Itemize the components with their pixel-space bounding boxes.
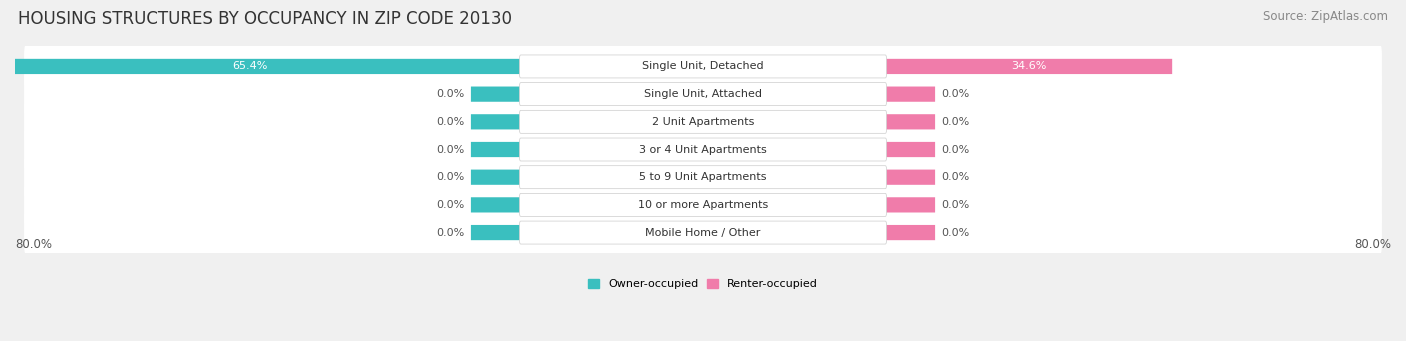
Text: 0.0%: 0.0% — [942, 145, 970, 154]
Text: 0.0%: 0.0% — [436, 117, 464, 127]
FancyBboxPatch shape — [471, 225, 520, 240]
Text: HOUSING STRUCTURES BY OCCUPANCY IN ZIP CODE 20130: HOUSING STRUCTURES BY OCCUPANCY IN ZIP C… — [18, 10, 512, 28]
Text: 0.0%: 0.0% — [436, 145, 464, 154]
FancyBboxPatch shape — [519, 55, 887, 78]
Text: 0.0%: 0.0% — [436, 89, 464, 99]
Text: 34.6%: 34.6% — [1011, 61, 1046, 72]
Text: 0.0%: 0.0% — [942, 172, 970, 182]
Legend: Owner-occupied, Renter-occupied: Owner-occupied, Renter-occupied — [583, 274, 823, 294]
Text: 0.0%: 0.0% — [942, 89, 970, 99]
FancyBboxPatch shape — [519, 193, 887, 217]
FancyBboxPatch shape — [886, 87, 935, 102]
Text: 80.0%: 80.0% — [15, 238, 52, 251]
FancyBboxPatch shape — [24, 126, 1382, 173]
Text: 5 to 9 Unit Apartments: 5 to 9 Unit Apartments — [640, 172, 766, 182]
FancyBboxPatch shape — [0, 59, 520, 74]
Text: 0.0%: 0.0% — [436, 200, 464, 210]
FancyBboxPatch shape — [886, 59, 1173, 74]
FancyBboxPatch shape — [519, 166, 887, 189]
FancyBboxPatch shape — [886, 197, 935, 212]
FancyBboxPatch shape — [886, 225, 935, 240]
Text: 3 or 4 Unit Apartments: 3 or 4 Unit Apartments — [640, 145, 766, 154]
Text: 0.0%: 0.0% — [942, 200, 970, 210]
FancyBboxPatch shape — [519, 83, 887, 106]
FancyBboxPatch shape — [519, 138, 887, 161]
Text: 65.4%: 65.4% — [232, 61, 267, 72]
FancyBboxPatch shape — [24, 209, 1382, 256]
FancyBboxPatch shape — [471, 197, 520, 212]
FancyBboxPatch shape — [519, 110, 887, 133]
FancyBboxPatch shape — [24, 99, 1382, 145]
FancyBboxPatch shape — [24, 71, 1382, 118]
FancyBboxPatch shape — [24, 181, 1382, 228]
Text: Mobile Home / Other: Mobile Home / Other — [645, 227, 761, 238]
FancyBboxPatch shape — [886, 114, 935, 130]
FancyBboxPatch shape — [471, 142, 520, 157]
FancyBboxPatch shape — [519, 221, 887, 244]
FancyBboxPatch shape — [886, 169, 935, 185]
FancyBboxPatch shape — [471, 169, 520, 185]
Text: 80.0%: 80.0% — [1354, 238, 1391, 251]
Text: Single Unit, Attached: Single Unit, Attached — [644, 89, 762, 99]
FancyBboxPatch shape — [24, 154, 1382, 201]
FancyBboxPatch shape — [24, 43, 1382, 90]
FancyBboxPatch shape — [471, 87, 520, 102]
Text: 0.0%: 0.0% — [942, 117, 970, 127]
Text: 2 Unit Apartments: 2 Unit Apartments — [652, 117, 754, 127]
FancyBboxPatch shape — [886, 142, 935, 157]
Text: 10 or more Apartments: 10 or more Apartments — [638, 200, 768, 210]
Text: 0.0%: 0.0% — [436, 172, 464, 182]
Text: Source: ZipAtlas.com: Source: ZipAtlas.com — [1263, 10, 1388, 23]
FancyBboxPatch shape — [471, 114, 520, 130]
Text: Single Unit, Detached: Single Unit, Detached — [643, 61, 763, 72]
Text: 0.0%: 0.0% — [942, 227, 970, 238]
Text: 0.0%: 0.0% — [436, 227, 464, 238]
